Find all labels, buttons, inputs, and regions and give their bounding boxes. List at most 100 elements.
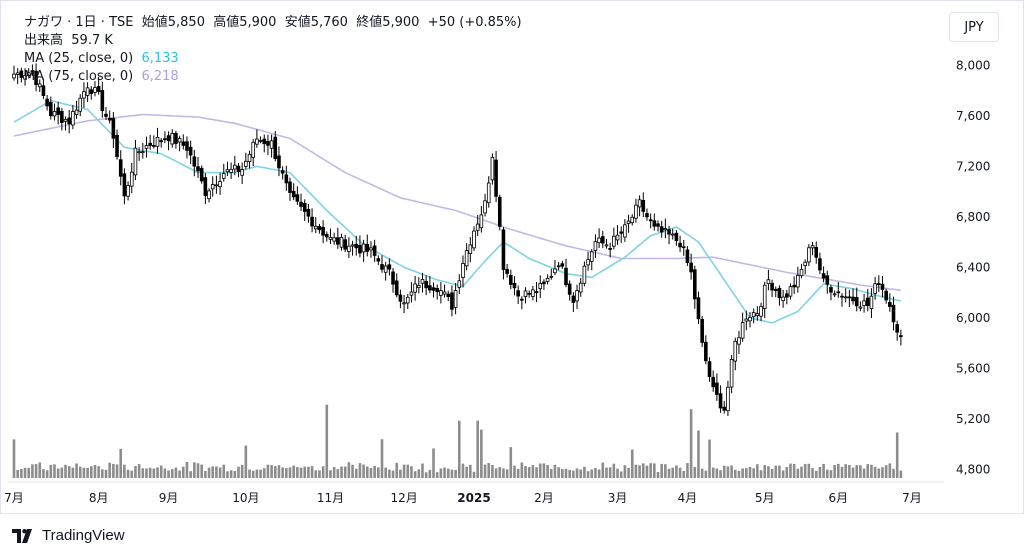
candle <box>512 276 517 296</box>
candle-body-down <box>880 283 885 290</box>
volume-bar <box>638 465 641 478</box>
candle-body-up <box>240 169 244 176</box>
volume-bar <box>656 471 660 478</box>
candle-body-down <box>365 243 370 252</box>
volume-bar <box>45 470 49 478</box>
volume-bar <box>421 463 424 478</box>
candle-body-up <box>873 283 877 294</box>
tradingview-brand[interactable]: TradingView <box>12 527 125 544</box>
candle <box>12 65 16 81</box>
volume-bar <box>229 470 233 478</box>
candle <box>203 173 208 204</box>
volume-bar <box>38 462 42 478</box>
volume-bar <box>505 469 509 478</box>
volume-bar <box>546 465 549 478</box>
candle-body-down <box>199 167 204 182</box>
candle <box>807 244 811 267</box>
candle <box>317 223 322 234</box>
x-tick-label: 5月 <box>755 491 775 505</box>
volume-bar <box>351 464 354 478</box>
volume-bar <box>553 464 557 478</box>
ma25-row[interactable]: MA (25, close, 0) 6,133 <box>24 50 522 68</box>
candle <box>288 177 292 201</box>
volume-bar <box>226 471 229 478</box>
candle-body-down <box>840 295 844 298</box>
volume-bar <box>64 464 67 478</box>
candle <box>722 400 727 414</box>
candle <box>129 162 134 194</box>
volume-bar <box>288 467 292 478</box>
candle <box>858 301 863 312</box>
candle-body-down <box>652 220 657 227</box>
candle-body-down <box>148 142 152 146</box>
candle <box>100 81 105 118</box>
candle <box>49 96 53 120</box>
volume-row[interactable]: 出来高 59.7 K <box>24 32 522 50</box>
candle <box>199 165 204 184</box>
y-tick-label: 6,800 <box>956 210 990 224</box>
candle <box>118 150 123 186</box>
candle <box>402 294 406 314</box>
currency-button[interactable]: JPY <box>949 12 999 42</box>
candle-body-down <box>678 242 682 248</box>
candle-body-down <box>19 70 24 78</box>
candle <box>825 270 830 294</box>
symbol-title[interactable]: ナガワ · 1日 · TSE <box>24 15 134 30</box>
candle-body-down <box>30 70 35 73</box>
candle <box>796 266 800 293</box>
candle <box>604 238 609 249</box>
x-tick-label: 3月 <box>608 491 628 505</box>
candle-body-down <box>601 236 605 244</box>
candle-body-up <box>155 137 160 147</box>
candle-body-up <box>177 138 182 143</box>
volume-bar <box>825 469 829 478</box>
y-tick-label: 4,800 <box>956 462 990 476</box>
ma75-row[interactable]: MA (75, close, 0) 6,218 <box>24 68 522 86</box>
volume-bar <box>446 468 450 478</box>
candle-body-down <box>527 292 531 295</box>
candle <box>96 76 101 95</box>
candle <box>376 255 381 266</box>
volume-bar <box>233 470 237 478</box>
candle-body-down <box>564 267 568 286</box>
candle-body-up <box>409 291 414 296</box>
candle-body-up <box>339 236 344 248</box>
volume-bar <box>262 468 266 478</box>
x-tick-label: 7月 <box>4 491 24 505</box>
candle-body-up <box>416 285 421 289</box>
volume-bar <box>163 468 167 478</box>
candle-body-down <box>310 216 314 227</box>
candle-body-down <box>100 90 105 112</box>
volume-bar <box>314 470 318 478</box>
volume-bar <box>649 463 652 478</box>
volume-bar <box>277 465 281 478</box>
candle <box>247 150 252 169</box>
candle <box>107 110 112 124</box>
candle-body-down <box>302 202 307 212</box>
candle <box>847 289 852 307</box>
volume-bar <box>877 468 881 478</box>
candle-body-up <box>464 250 469 267</box>
candle <box>711 370 715 392</box>
volume-bar <box>156 467 159 478</box>
candle <box>258 136 263 144</box>
candle-body-down <box>122 173 127 197</box>
candle <box>884 288 888 304</box>
y-tick-label: 6,000 <box>956 311 990 325</box>
volume-bar <box>859 465 862 478</box>
volume-bar <box>49 464 53 478</box>
volume-bar <box>292 465 295 478</box>
candle <box>89 86 94 100</box>
candle <box>821 266 826 283</box>
candle <box>71 105 75 130</box>
volume-bar <box>373 465 376 478</box>
candle-body-down <box>45 98 49 107</box>
candle-body-up <box>803 261 807 267</box>
candle <box>82 82 86 108</box>
candle-body-up <box>744 318 749 322</box>
candle <box>829 284 833 301</box>
volume-bar <box>417 469 421 478</box>
candle <box>777 285 782 306</box>
x-tick-label: 7月 <box>902 491 922 505</box>
